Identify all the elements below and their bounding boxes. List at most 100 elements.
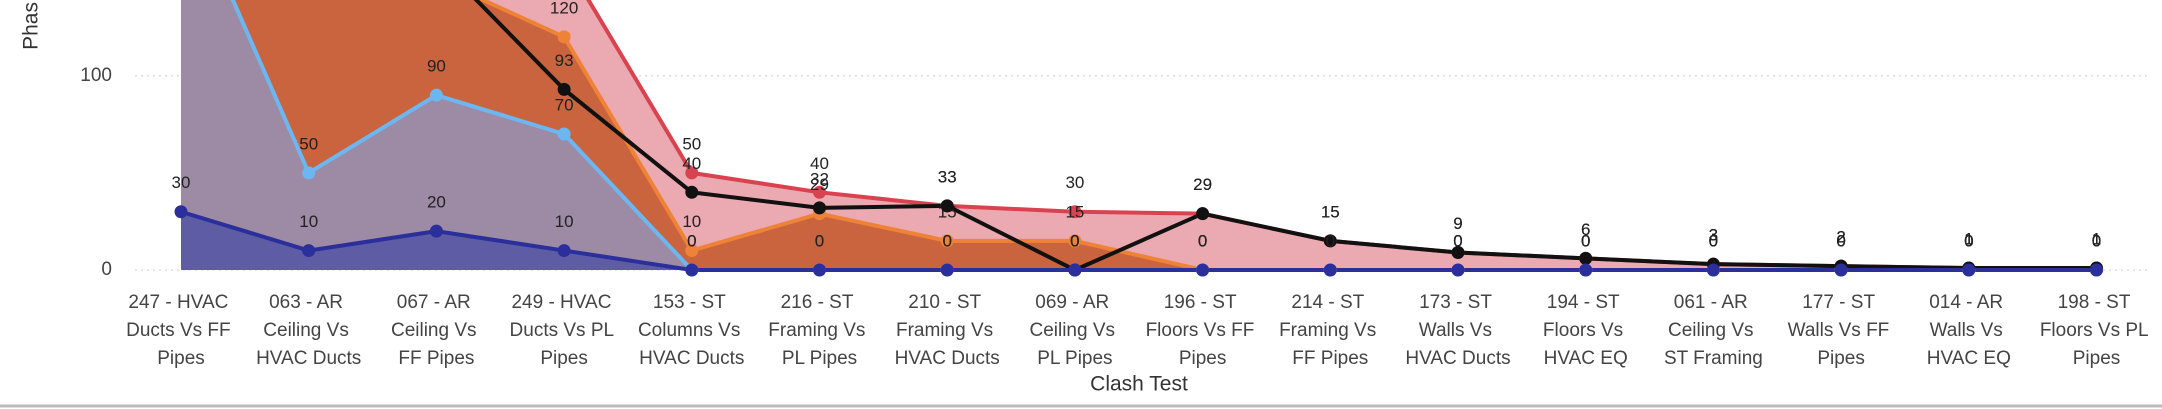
data-label: 32 xyxy=(810,169,829,188)
x-tick-label: 069 - AR Ceiling Vs PL Pipes xyxy=(1029,292,1120,369)
point xyxy=(557,127,571,141)
line xyxy=(180,209,2097,272)
data-label: 15 xyxy=(1321,202,1340,221)
point xyxy=(302,244,316,258)
x-tick-label: 194 - ST Floors Vs HVAC EQ xyxy=(1543,292,1629,369)
point xyxy=(813,263,826,277)
data-label: 0 xyxy=(1070,231,1079,250)
plot-area: 5040333029159632111201029151500000000509… xyxy=(135,0,2150,277)
data-label: 29 xyxy=(810,175,829,194)
x-tick-label: 067 - AR Ceiling Vs FF Pipes xyxy=(391,292,482,369)
point xyxy=(174,205,188,219)
data-label: 9 xyxy=(1453,214,1462,233)
data-label: 15 xyxy=(1065,202,1084,221)
point xyxy=(557,30,571,44)
data-label: 1 xyxy=(2092,230,2101,249)
data-label: 6 xyxy=(1581,220,1590,239)
point xyxy=(302,166,316,180)
data-label: 0 xyxy=(1581,231,1590,250)
point xyxy=(1579,251,1593,265)
x-tick-label: 198 - ST Floors Vs PL Pipes xyxy=(2040,292,2153,369)
data-label: 2 xyxy=(1836,228,1845,247)
x-tick-label: 249 - HVAC Ducts Vs PL Pipes xyxy=(510,292,619,369)
data-label: 0 xyxy=(1581,231,1590,250)
x-tick-label: 063 - AR Ceiling Vs HVAC Ducts xyxy=(256,292,361,369)
point xyxy=(685,244,699,258)
x-tick-label: 216 - ST Framing Vs PL Pipes xyxy=(768,292,870,369)
point xyxy=(685,166,699,180)
data-label: 0 xyxy=(1453,231,1462,250)
data-label: 90 xyxy=(427,57,446,76)
data-label: 10 xyxy=(555,212,574,231)
data-label: 0 xyxy=(1964,231,1973,250)
point xyxy=(1451,246,1465,260)
data-label: 0 xyxy=(1453,231,1462,250)
data-label: 0 xyxy=(942,231,951,250)
point xyxy=(940,234,954,248)
data-label: 0 xyxy=(687,231,696,250)
data-label: 29 xyxy=(1193,175,1212,194)
data-label: 50 xyxy=(682,134,701,153)
data-label: 10 xyxy=(682,212,701,231)
point xyxy=(557,244,571,258)
data-label: 0 xyxy=(1070,231,1079,250)
point xyxy=(1068,263,1082,277)
data-label: 3 xyxy=(1709,226,1718,245)
data-label: 120 xyxy=(550,0,578,17)
data-label: 20 xyxy=(427,193,446,212)
point xyxy=(557,82,571,96)
data-label: 0 xyxy=(1964,231,1973,250)
point xyxy=(813,185,826,199)
data-label: 40 xyxy=(682,154,701,173)
x-tick-label: 153 - ST Columns Vs HVAC Ducts xyxy=(638,292,746,369)
point xyxy=(1068,234,1082,248)
data-label: 0 xyxy=(1581,231,1590,250)
x-tick-label: 014 - AR Walls Vs HVAC EQ xyxy=(1927,292,2011,369)
data-label: 0 xyxy=(1198,231,1207,250)
data-label: 0 xyxy=(2092,231,2101,250)
data-label: 0 xyxy=(2092,231,2101,250)
data-label: 40 xyxy=(810,154,829,173)
point xyxy=(1323,263,1337,277)
point xyxy=(1323,234,1337,248)
point xyxy=(940,199,954,213)
point xyxy=(940,263,954,277)
data-label: 0 xyxy=(815,231,824,250)
data-label: 29 xyxy=(1193,175,1212,194)
data-label: 15 xyxy=(1321,202,1340,221)
data-label: 2 xyxy=(1836,228,1845,247)
data-label: 0 xyxy=(2092,231,2101,250)
data-label: 0 xyxy=(687,231,696,250)
x-tick-label: 196 - ST Floors Vs FF Pipes xyxy=(1146,292,1260,369)
data-label: 50 xyxy=(299,134,318,153)
data-label: 1 xyxy=(1964,230,1973,249)
point xyxy=(2090,263,2103,277)
data-label: 0 xyxy=(1964,231,1973,250)
point xyxy=(1579,263,1593,277)
x-axis-title: Clash Test xyxy=(1090,373,1188,396)
line xyxy=(473,0,2097,273)
data-label: 1 xyxy=(2092,230,2101,249)
data-label: 0 xyxy=(1709,231,1718,250)
data-label: 0 xyxy=(1453,231,1462,250)
point xyxy=(1196,207,1210,221)
data-label: 0 xyxy=(1836,231,1845,250)
data-label: 6 xyxy=(1581,220,1590,239)
area xyxy=(181,211,2097,270)
x-tick-label: 247 - HVAC Ducts Vs FF Pipes xyxy=(126,292,236,369)
data-label: 9 xyxy=(1453,214,1462,233)
x-tick-label: 061 - AR Ceiling Vs ST Framing xyxy=(1664,292,1763,369)
x-tick-label: 173 - ST Walls Vs HVAC Ducts xyxy=(1405,292,1510,369)
x-tick-label: 210 - ST Framing Vs HVAC Ducts xyxy=(895,292,1000,369)
point xyxy=(1834,263,1848,277)
point xyxy=(813,201,826,215)
data-label: 0 xyxy=(1198,231,1207,250)
y-tick-label: 0 xyxy=(101,259,112,280)
point xyxy=(1068,205,1082,219)
data-label: 70 xyxy=(555,96,574,115)
point xyxy=(429,224,443,238)
data-label: 30 xyxy=(172,173,191,192)
data-label: 0 xyxy=(1709,231,1718,250)
point xyxy=(685,185,699,199)
